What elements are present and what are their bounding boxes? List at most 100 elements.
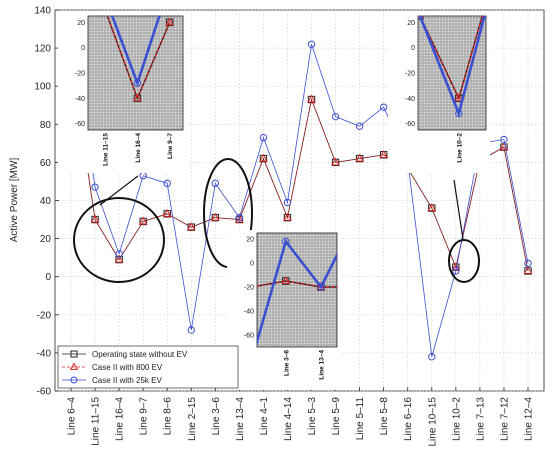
data-point bbox=[307, 94, 316, 103]
inset-line bbox=[419, 16, 483, 101]
inset-data-point bbox=[455, 109, 463, 118]
data-point bbox=[452, 267, 460, 275]
inset-series-group bbox=[106, 16, 175, 102]
x-tick-label: Line 13–4 bbox=[235, 397, 246, 441]
inset-category-label: Line 3–6 bbox=[283, 350, 290, 376]
legend-label: Operating state without EV bbox=[92, 350, 188, 359]
data-point bbox=[355, 122, 364, 130]
x-tick-label: Line 2–15 bbox=[187, 397, 198, 441]
y-axis-label: Active Power [MW] bbox=[9, 158, 20, 243]
series-line bbox=[70, 57, 529, 272]
data-point bbox=[210, 212, 220, 221]
inset-series bbox=[418, 16, 486, 118]
x-tick-label: Line 16–4 bbox=[115, 397, 126, 441]
x-tick-label: Line 6–4 bbox=[67, 397, 78, 436]
inset-y-tick-label: -40 bbox=[405, 96, 415, 103]
inset-y-tick-label: -20 bbox=[244, 285, 254, 292]
inset-y-tick-label: -40 bbox=[244, 309, 254, 316]
data-point bbox=[283, 198, 292, 207]
inset-y-tick-label: -60 bbox=[244, 333, 254, 340]
inset-data-point bbox=[317, 283, 325, 291]
inset-y-tick-label: 0 bbox=[81, 45, 85, 52]
y-tick-label: 120 bbox=[34, 44, 51, 55]
data-point bbox=[259, 133, 268, 142]
data-point bbox=[283, 212, 292, 221]
data-point bbox=[331, 112, 340, 121]
y-axis: -60 -40 -20 0 20 40 60 80 100 120 140 bbox=[34, 6, 59, 398]
inset-category-label: Line 9–7 bbox=[167, 133, 174, 159]
inset-series-group bbox=[418, 16, 486, 118]
x-tick-label: Line 10–15 bbox=[427, 397, 438, 447]
y-tick-label: 0 bbox=[45, 272, 51, 283]
data-point bbox=[187, 326, 195, 334]
data-point bbox=[138, 216, 148, 225]
inset-data-point bbox=[133, 79, 142, 87]
inset-y-tick-label: -60 bbox=[405, 121, 415, 128]
x-tick-label: Line 6–16 bbox=[403, 397, 414, 441]
legend-box bbox=[57, 345, 239, 389]
inset-category-label: Line 16–4 bbox=[135, 133, 142, 163]
inset-y-tick-label: -40 bbox=[75, 96, 85, 103]
inset-y-tick-label: 20 bbox=[77, 20, 85, 27]
data-point bbox=[428, 353, 436, 361]
series-line bbox=[70, 19, 529, 357]
zoom-inset: -60 -40 -20 0 20 Line 3–6 Line 13–4 bbox=[227, 230, 341, 390]
inset-y-tick-label: -20 bbox=[405, 71, 415, 78]
data-point bbox=[211, 179, 220, 188]
x-axis: Line 6–4 Line 11–15 Line 16–4 Line 9–7 Line … bbox=[67, 387, 535, 447]
y-tick-label: 80 bbox=[40, 120, 52, 131]
data-point bbox=[162, 208, 172, 217]
data-point bbox=[355, 153, 364, 162]
x-tick-label: Line 3–6 bbox=[211, 397, 222, 436]
data-point bbox=[235, 213, 244, 222]
inset-plot-area bbox=[87, 15, 184, 131]
zoom-inset: -60 -40 -20 0 20 Line 11–15 Line 16–4 Line 9–7 bbox=[58, 13, 187, 173]
data-point bbox=[163, 179, 171, 188]
series-layer bbox=[66, 15, 533, 361]
inset-y-tick-label: -60 bbox=[75, 121, 85, 128]
data-point bbox=[90, 214, 100, 223]
x-tick-label: Line 5–11 bbox=[355, 397, 366, 441]
data-point bbox=[235, 214, 244, 223]
data-point bbox=[259, 153, 268, 162]
inset-series bbox=[257, 237, 337, 347]
inset-data-point bbox=[454, 93, 464, 102]
x-tick-label: Line 9–7 bbox=[139, 397, 150, 436]
data-point bbox=[427, 203, 437, 212]
inset-category-label: Line 13–4 bbox=[319, 350, 326, 380]
inset-category-label: Line 10–2 bbox=[456, 133, 463, 163]
zoom-inset: -60 -40 -20 0 20 Line 10–2 bbox=[388, 13, 490, 173]
x-tick-label: Line 4–1 bbox=[259, 397, 270, 436]
data-point bbox=[379, 103, 388, 111]
zoom-ellipse-right bbox=[448, 239, 480, 283]
data-point bbox=[115, 250, 123, 258]
inset-data-point bbox=[418, 16, 424, 20]
data-point bbox=[307, 40, 316, 48]
data-point bbox=[114, 254, 124, 263]
legend: Operating state without EV Case II with 8… bbox=[57, 345, 239, 389]
data-point bbox=[524, 259, 532, 268]
data-point bbox=[523, 266, 533, 275]
x-tick-label: Line 4–14 bbox=[283, 397, 294, 441]
inset-line bbox=[257, 238, 337, 347]
legend-marker bbox=[70, 376, 78, 384]
inset-y-tick-label: 0 bbox=[411, 45, 415, 52]
x-tick-label: Line 5–8 bbox=[379, 397, 390, 436]
data-point bbox=[91, 183, 99, 191]
inset-series-group bbox=[257, 237, 337, 347]
legend-marker bbox=[70, 350, 78, 358]
y-tick-label: -20 bbox=[37, 310, 52, 321]
legend-marker bbox=[69, 362, 79, 370]
y-tick-label: 20 bbox=[40, 234, 52, 245]
inset-series-group bbox=[110, 16, 161, 88]
inset-line bbox=[418, 16, 486, 118]
x-tick-label: Line 12–4 bbox=[524, 397, 535, 441]
data-point bbox=[500, 135, 508, 144]
data-point bbox=[186, 222, 196, 231]
zoom-ellipse-left bbox=[73, 197, 165, 283]
inset-line bbox=[257, 280, 337, 288]
inset-data-point bbox=[133, 93, 142, 102]
x-tick-label: Line 10–2 bbox=[451, 397, 462, 441]
